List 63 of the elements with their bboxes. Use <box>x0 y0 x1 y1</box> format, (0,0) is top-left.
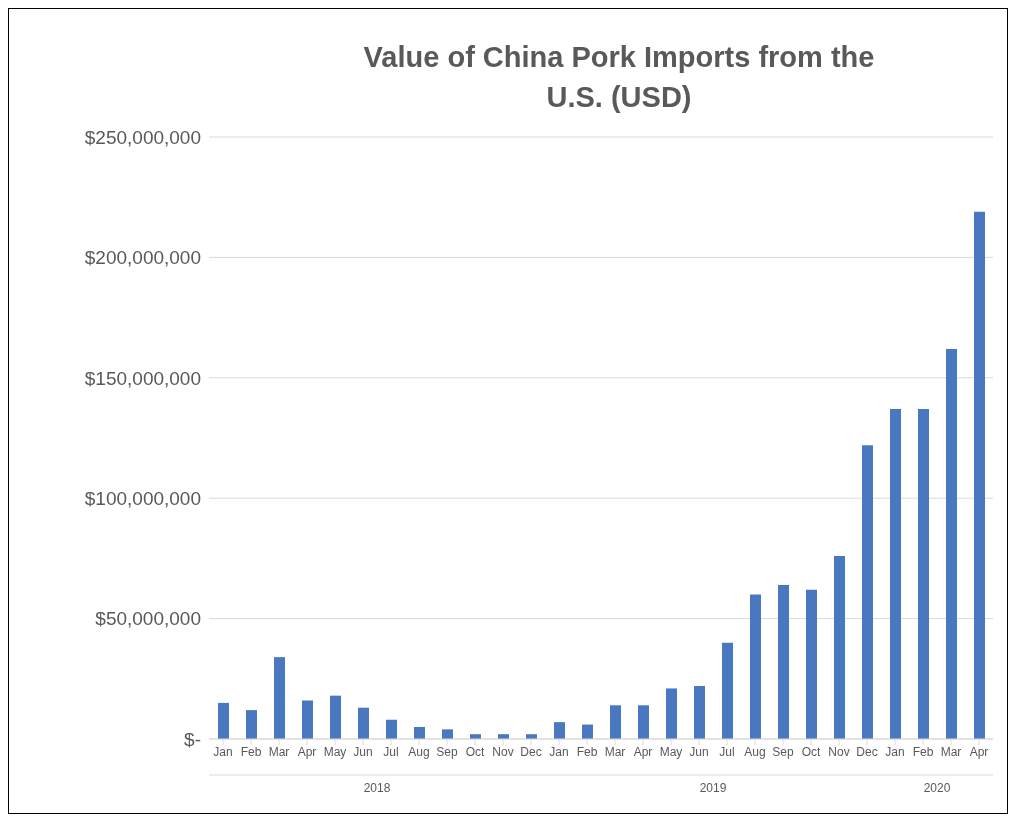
x-tick-label: Apr <box>297 744 317 759</box>
x-tick-label: May <box>659 744 683 759</box>
x-tick-label: Aug <box>744 744 766 759</box>
x-tick-label: Jul <box>383 744 399 759</box>
x-tick-label: Nov <box>492 744 514 759</box>
chart-title: Value of China Pork Imports from the U.S. (USD) <box>362 40 876 115</box>
x-tick-label: May <box>323 744 347 759</box>
bar <box>330 695 341 739</box>
bar <box>554 722 565 739</box>
x-tick-label: Jun <box>353 744 373 759</box>
x-tick-label: Jun <box>689 744 709 759</box>
x-tick-label: Sep <box>772 744 794 759</box>
x-tick-label: Jan <box>213 744 233 759</box>
x-tick-label: Apr <box>633 744 653 759</box>
bar <box>386 719 397 739</box>
y-tick-label: $50,000,000 <box>95 608 201 630</box>
bar <box>414 726 425 739</box>
x-tick-label: Aug <box>408 744 430 759</box>
x-tick-label: Feb <box>240 744 262 759</box>
x-tick-label: Feb <box>912 744 934 759</box>
x-tick-label: Oct <box>801 744 821 759</box>
bar <box>610 705 621 739</box>
bar <box>246 710 257 739</box>
y-tick-label: $150,000,000 <box>84 367 201 389</box>
y-tick-label: $100,000,000 <box>84 487 201 509</box>
x-tick-label: Mar <box>604 744 626 759</box>
x-tick-label: Nov <box>828 744 850 759</box>
x-tick-label: Jan <box>549 744 569 759</box>
bar <box>302 700 313 739</box>
bar <box>666 688 677 739</box>
bar <box>582 724 593 739</box>
bar <box>638 705 649 739</box>
x-tick-label: Jul <box>719 744 735 759</box>
x-tick-label: Oct <box>465 744 485 759</box>
y-tick-label: $250,000,000 <box>84 126 201 148</box>
x-tick-label: Dec <box>856 744 878 759</box>
x-tick-label: Dec <box>520 744 542 759</box>
bar <box>862 445 873 739</box>
bar <box>834 555 845 739</box>
bar <box>694 686 705 739</box>
bar <box>918 409 929 739</box>
bar <box>442 729 453 739</box>
bar <box>274 657 285 739</box>
bar <box>218 702 229 739</box>
text: 2018 <box>363 780 391 795</box>
y-tick-label: $- <box>184 728 201 750</box>
x-tick-label: Mar <box>940 744 962 759</box>
x-tick-label: Sep <box>436 744 458 759</box>
text: 2020 <box>923 780 951 795</box>
bar <box>806 589 817 739</box>
bar <box>946 348 957 739</box>
x-tick-label: Mar <box>268 744 290 759</box>
bar <box>358 707 369 739</box>
bar <box>722 642 733 739</box>
bar <box>890 409 901 739</box>
x-tick-label: Apr <box>969 744 989 759</box>
bar <box>778 584 789 739</box>
text: 2019 <box>699 780 727 795</box>
bar <box>750 594 761 739</box>
bar <box>974 211 985 739</box>
x-tick-label: Feb <box>576 744 598 759</box>
y-tick-label: $200,000,000 <box>84 247 201 269</box>
x-tick-label: Jan <box>885 744 905 759</box>
